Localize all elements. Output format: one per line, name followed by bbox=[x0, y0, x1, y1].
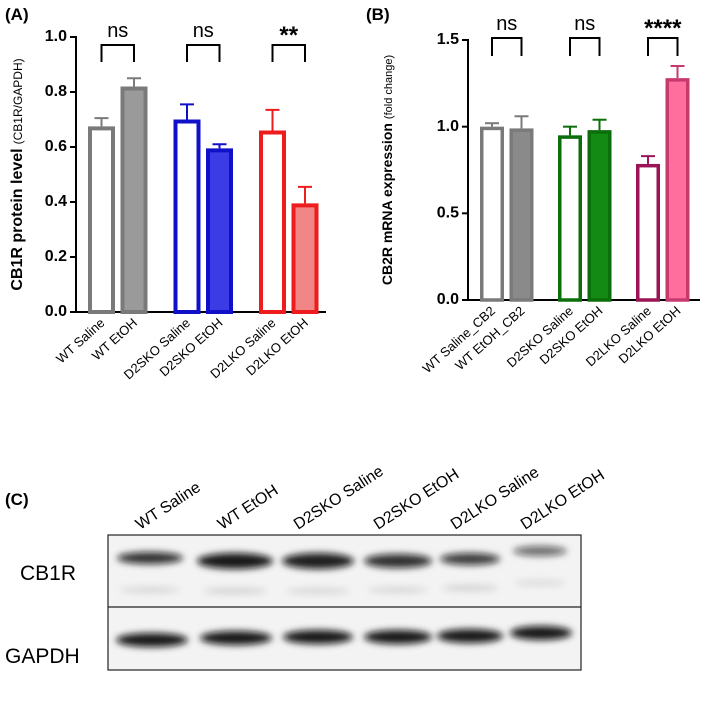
y-tick-label: 0.0 bbox=[45, 303, 67, 320]
panel-label: (A) bbox=[5, 5, 29, 24]
significance-bracket bbox=[100, 44, 135, 62]
significance-label: ** bbox=[279, 22, 298, 49]
y-tick-label: 0.5 bbox=[437, 205, 459, 222]
significance-bracket bbox=[491, 37, 523, 56]
y-axis-title: CB2R mRNA expression (fold change) bbox=[379, 55, 395, 285]
bar bbox=[259, 130, 286, 314]
blot-image bbox=[107, 534, 582, 671]
panel-label: (B) bbox=[366, 5, 390, 24]
bar bbox=[206, 148, 233, 314]
significance-label: ns bbox=[574, 13, 595, 35]
bar bbox=[291, 203, 319, 314]
y-axis-title: CB1R protein level (CB1R/GAPDH) bbox=[9, 58, 26, 290]
bar bbox=[587, 130, 612, 302]
y-tick-label: 0.8 bbox=[45, 83, 67, 100]
significance-bracket bbox=[186, 44, 221, 62]
y-tick-label: 1.5 bbox=[437, 31, 459, 48]
bar bbox=[173, 119, 201, 314]
bar bbox=[120, 86, 148, 314]
y-tick-label: 0.0 bbox=[437, 291, 459, 308]
bar bbox=[558, 135, 582, 302]
lane-label: WT EtOH bbox=[215, 482, 281, 533]
y-axis-title-unit: (fold change) bbox=[383, 55, 395, 119]
y-axis-title-unit: (CB1R/GAPDH) bbox=[11, 58, 25, 144]
row-label: GAPDH bbox=[5, 645, 80, 668]
significance-bracket bbox=[271, 44, 306, 62]
significance-label: ns bbox=[193, 20, 214, 42]
bar bbox=[88, 126, 115, 314]
significance-label: ns bbox=[496, 13, 517, 35]
bar bbox=[509, 128, 534, 302]
y-axis-title-main: CB1R protein level bbox=[9, 148, 26, 290]
y-tick-label: 0.6 bbox=[45, 138, 67, 155]
y-tick-label: 1.0 bbox=[45, 28, 67, 45]
bar bbox=[665, 78, 690, 302]
significance-label: **** bbox=[644, 15, 682, 42]
lane-label: WT Saline bbox=[133, 479, 204, 533]
bar bbox=[636, 163, 660, 302]
significance-bracket bbox=[569, 37, 601, 56]
row-label: CB1R bbox=[20, 562, 76, 585]
significance-label: ns bbox=[107, 20, 128, 42]
significance-bracket bbox=[647, 37, 679, 56]
y-axis-title-main: CB2R mRNA expression bbox=[379, 123, 395, 285]
panel-label: (C) bbox=[5, 490, 29, 509]
bar bbox=[480, 126, 504, 302]
y-tick-label: 0.4 bbox=[45, 193, 67, 210]
y-tick-label: 0.2 bbox=[45, 248, 67, 265]
y-tick-label: 1.0 bbox=[437, 118, 459, 135]
